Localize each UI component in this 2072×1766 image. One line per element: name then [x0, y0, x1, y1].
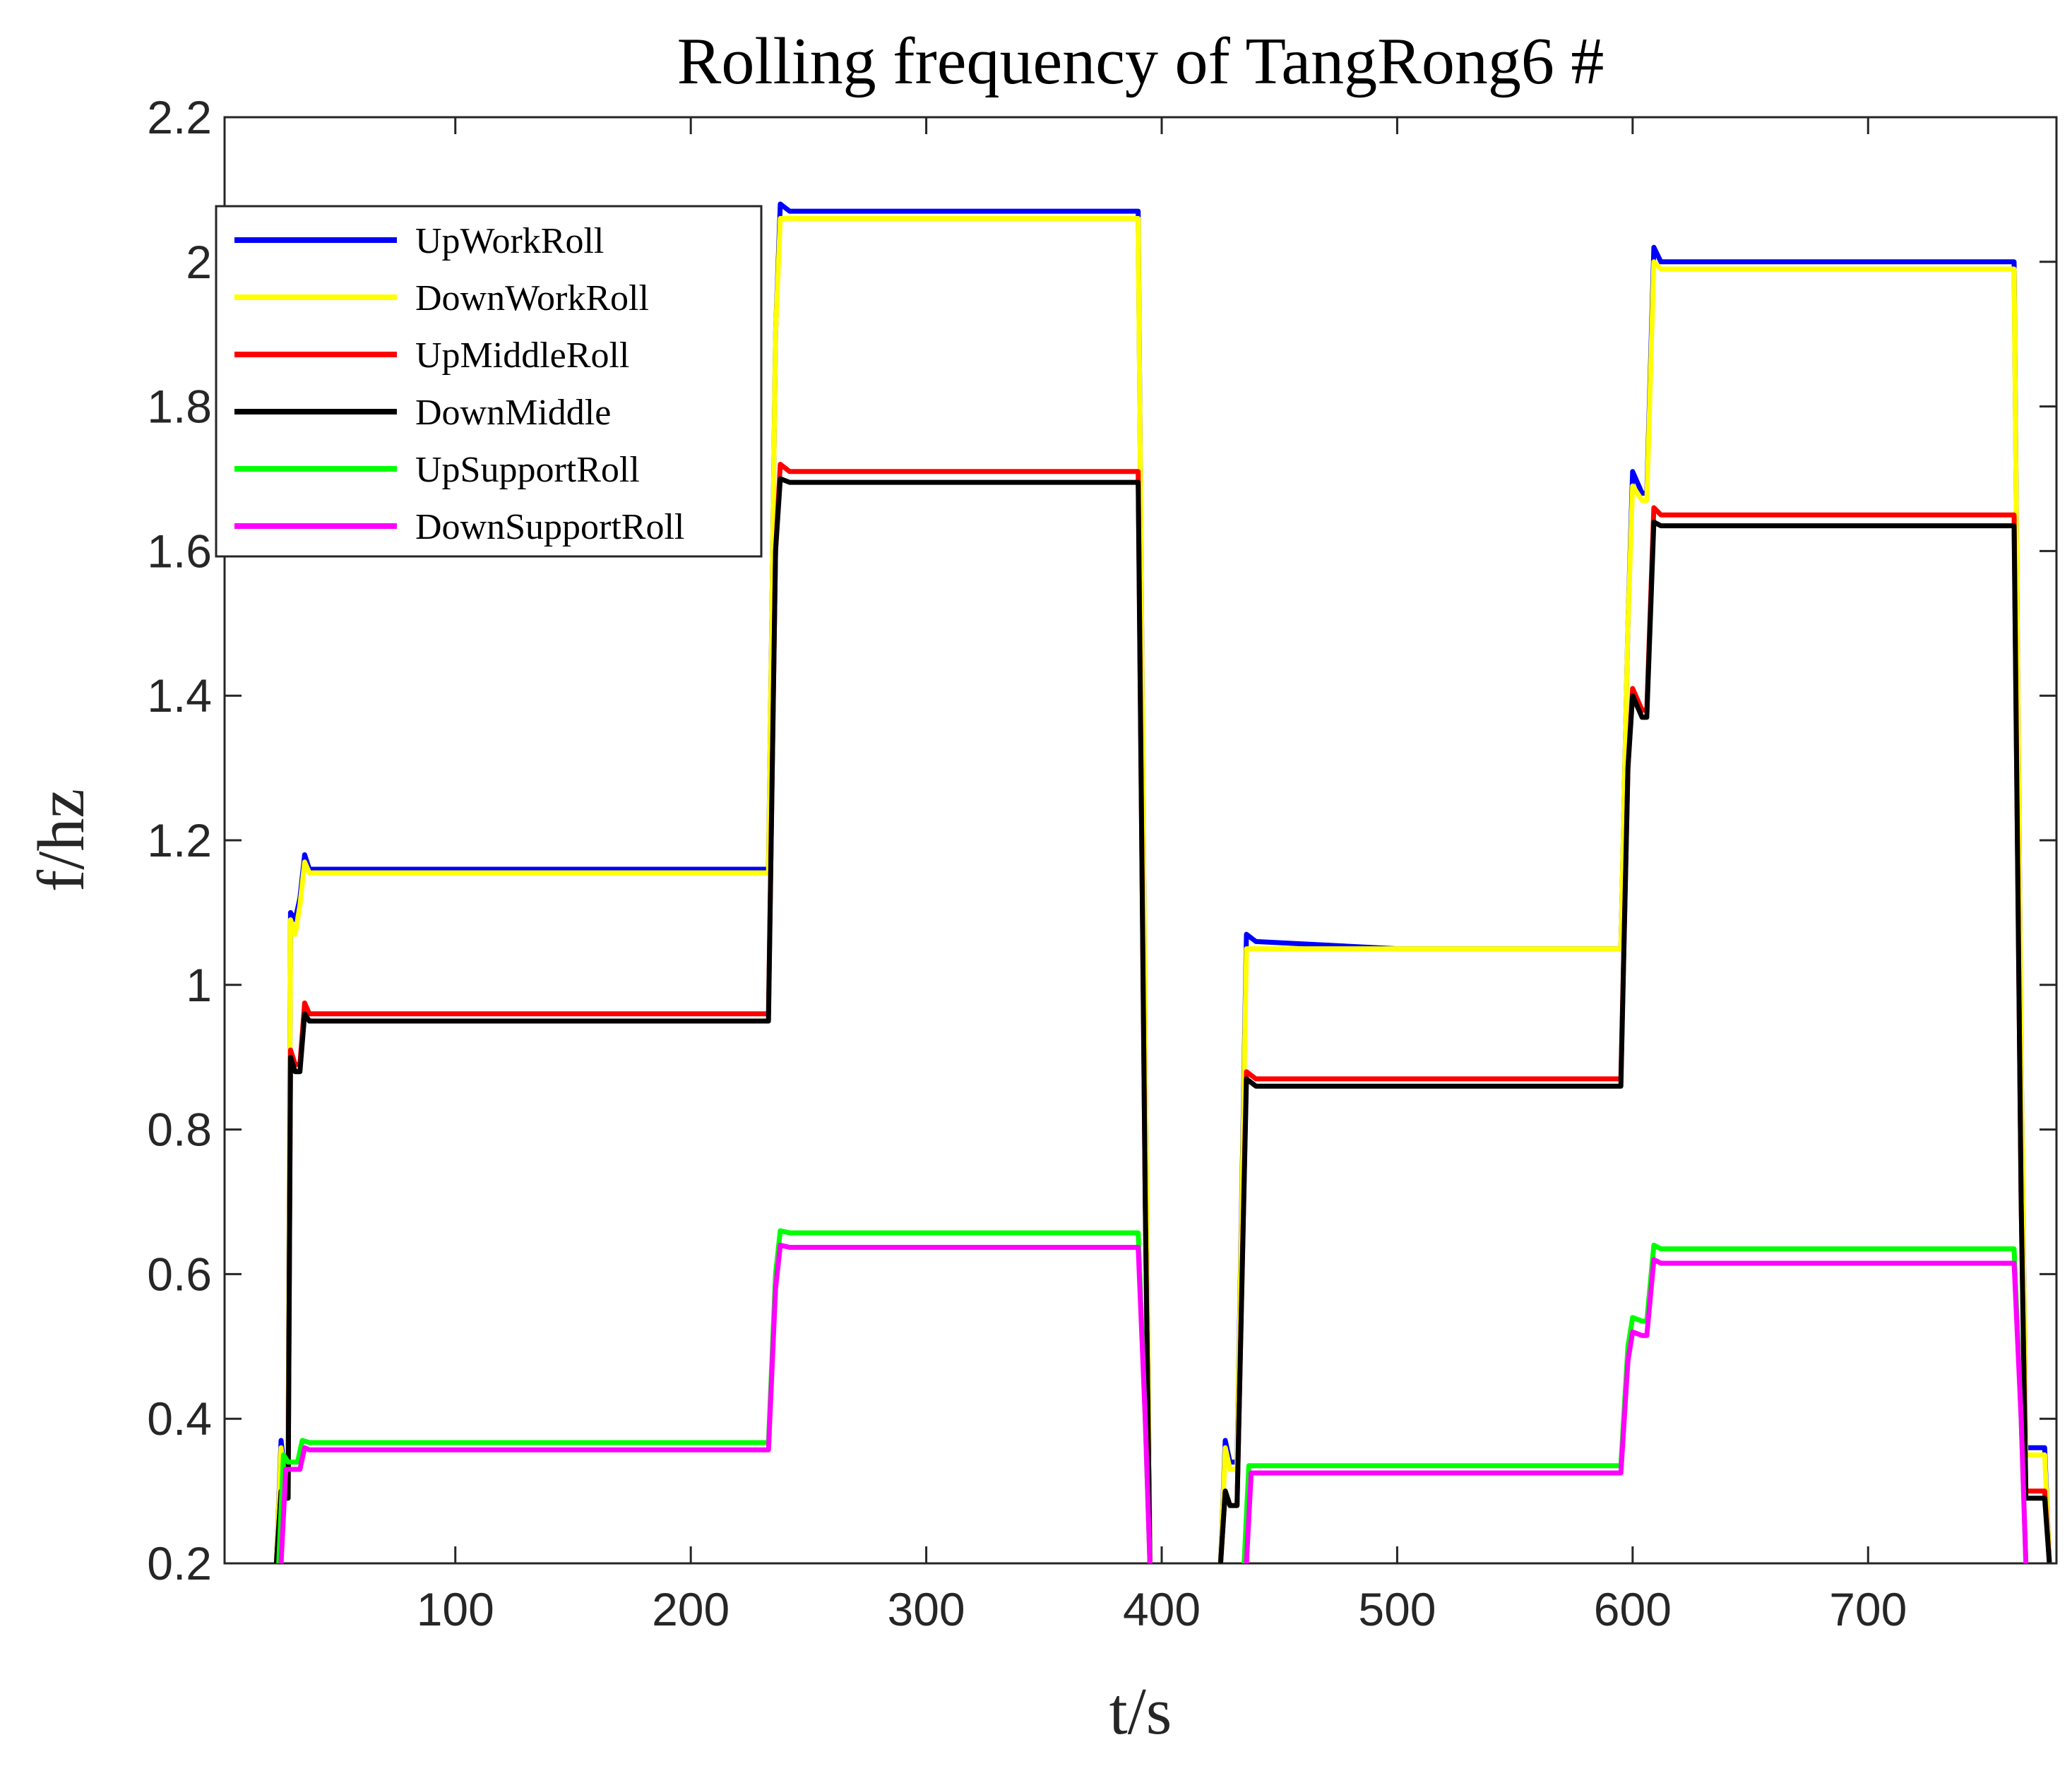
- chart-title: Rolling frequency of TangRong6 #: [677, 25, 1604, 98]
- x-tick-label: 300: [888, 1583, 965, 1635]
- y-tick-label: 0.2: [147, 1537, 212, 1589]
- y-tick-label: 1: [186, 959, 212, 1011]
- series-line-up-support-roll: [276, 1228, 2029, 1563]
- x-tick-label: 200: [652, 1583, 730, 1635]
- y-tick-label: 1.4: [147, 669, 212, 722]
- legend-box: [215, 205, 763, 558]
- series-layer: [273, 201, 2052, 1563]
- ticks-layer: 100 200 300 400 500 600 700 0.2 0.4 0.6 0.8 1 1.2 1.4…: [147, 91, 2056, 1635]
- legend-label-down-work-roll: DownWorkRoll: [415, 278, 649, 318]
- x-tick-label: 500: [1358, 1583, 1436, 1635]
- x-tick-label: 600: [1594, 1583, 1672, 1635]
- y-tick-label: 2: [186, 236, 212, 288]
- y-tick-label: 0.8: [147, 1104, 212, 1156]
- legend-label-up-support-roll: UpSupportRoll: [415, 450, 640, 490]
- legend-label-down-support-roll: DownSupportRoll: [415, 507, 684, 547]
- y-tick-label: 1.6: [147, 525, 212, 577]
- legend-label-down-middle: DownMiddle: [415, 393, 611, 433]
- x-tick-label: 400: [1123, 1583, 1201, 1635]
- legend-label-up-middle-roll: UpMiddleRoll: [415, 335, 629, 376]
- legend-items: UpWorkRoll DownWorkRoll UpMiddleRoll DownMi…: [234, 221, 684, 547]
- x-axis-label: t/s: [1109, 1675, 1172, 1748]
- y-axis-label: f/hz: [25, 789, 98, 892]
- x-tick-label: 100: [417, 1583, 494, 1635]
- legend-label-up-work-roll: UpWorkRoll: [415, 221, 604, 261]
- y-tick-label: 0.6: [147, 1248, 212, 1300]
- y-tick-label: 2.2: [147, 91, 212, 143]
- y-tick-label: 1.2: [147, 814, 212, 866]
- x-tick-label: 700: [1829, 1583, 1907, 1635]
- y-tick-label: 0.4: [147, 1392, 212, 1445]
- series-line-down-support-roll: [278, 1242, 2029, 1563]
- y-tick-label: 1.8: [147, 381, 212, 433]
- legend: UpWorkRoll DownWorkRoll UpMiddleRoll DownMi…: [215, 205, 763, 558]
